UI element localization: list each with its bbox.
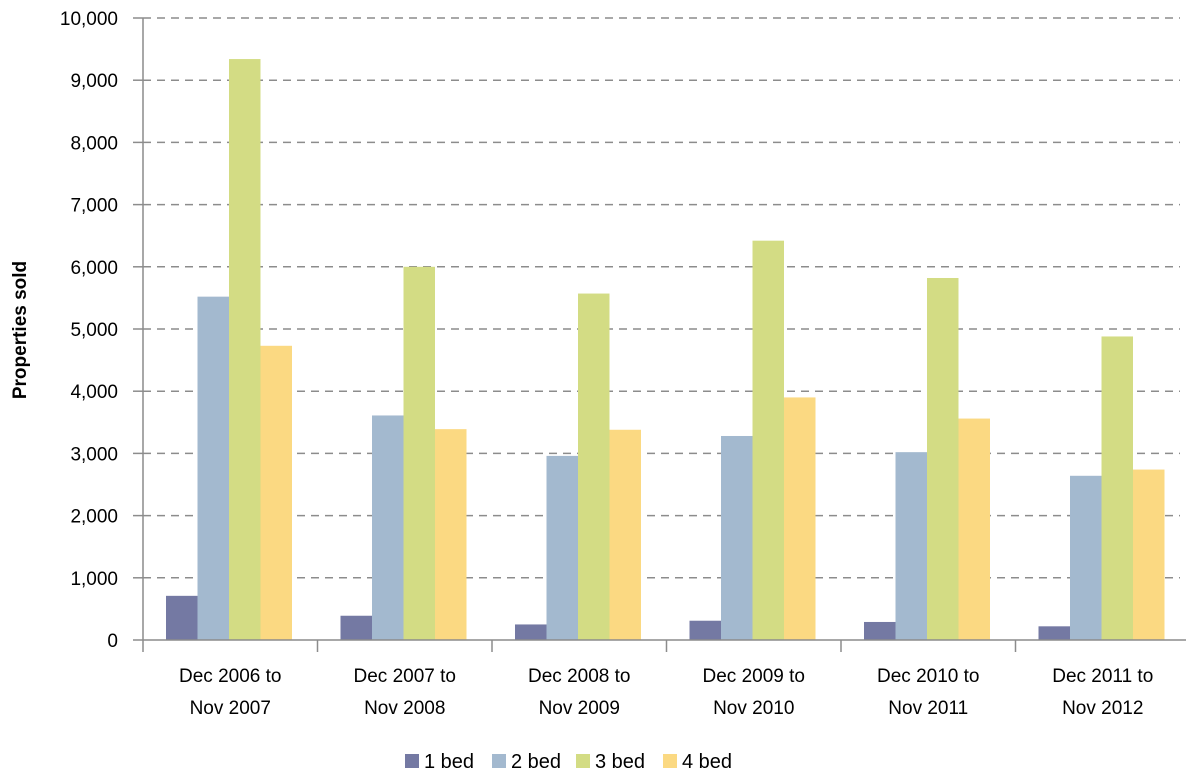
x-category-label: Dec 2008 to xyxy=(528,666,630,687)
y-tick-labels: 0 1,000 2,000 3,000 4,000 5,000 6,000 7,000 8,00… xyxy=(60,9,118,652)
y-tick-label: 2,000 xyxy=(70,507,118,528)
bar-4-bed xyxy=(260,345,292,640)
bar-2-bed xyxy=(197,296,229,640)
x-category-label: Dec 2007 to xyxy=(354,666,456,687)
legend-label: 4 bed xyxy=(682,751,732,773)
bar-2-bed xyxy=(895,452,927,640)
bar-2-bed xyxy=(721,435,753,640)
bar-2-bed xyxy=(1070,475,1102,640)
y-tick-label: 0 xyxy=(107,631,118,652)
y-tick-label: 7,000 xyxy=(70,196,118,217)
y-tick-label: 9,000 xyxy=(70,71,118,92)
axes xyxy=(133,17,1186,652)
bar-3-bed xyxy=(752,240,784,640)
legend-label: 1 bed xyxy=(424,751,474,773)
bar-3-bed xyxy=(403,266,435,640)
bar-3-bed xyxy=(578,293,610,640)
bar-4-bed xyxy=(958,418,990,640)
x-category-label: Nov 2010 xyxy=(713,698,794,719)
legend-swatch xyxy=(663,754,677,768)
y-axis-title: Properties sold xyxy=(10,261,31,399)
y-tick-label: 4,000 xyxy=(70,382,118,403)
bar-1-bed xyxy=(515,624,547,640)
bar-4-bed xyxy=(609,429,641,640)
legend-label: 2 bed xyxy=(511,751,561,773)
legend-label: 3 bed xyxy=(595,751,645,773)
bar-1-bed xyxy=(689,620,721,640)
bar-1-bed xyxy=(864,621,896,640)
legend-swatch xyxy=(576,754,590,768)
bar-1-bed xyxy=(166,595,198,640)
bar-3-bed xyxy=(927,277,959,640)
y-tick-label: 3,000 xyxy=(70,444,118,465)
bar-2-bed xyxy=(372,415,404,640)
y-tick-label: 10,000 xyxy=(60,9,118,30)
legend-swatch xyxy=(492,754,506,768)
bar-3-bed xyxy=(229,59,261,640)
bar-4-bed xyxy=(435,429,467,640)
bars xyxy=(166,59,1165,640)
x-category-label: Nov 2012 xyxy=(1062,698,1143,719)
x-category-label: Dec 2010 to xyxy=(877,666,979,687)
bar-4-bed xyxy=(1133,469,1165,640)
bar-1-bed xyxy=(1038,626,1070,640)
x-category-label: Dec 2009 to xyxy=(703,666,805,687)
bar-3-bed xyxy=(1101,336,1133,640)
y-tick-label: 6,000 xyxy=(70,258,118,279)
y-tick-label: 8,000 xyxy=(70,133,118,154)
x-category-label: Nov 2007 xyxy=(190,698,271,719)
x-category-label: Nov 2009 xyxy=(539,698,620,719)
legend: 1 bed 2 bed 3 bed 4 bed xyxy=(405,751,732,773)
y-tick-label: 1,000 xyxy=(70,569,118,590)
x-category-label: Nov 2011 xyxy=(888,698,968,719)
bar-2-bed xyxy=(546,455,578,640)
legend-swatch xyxy=(405,754,419,768)
x-category-labels: Dec 2006 to Nov 2007 Dec 2007 to Nov 2008 De… xyxy=(179,666,1153,719)
bar-1-bed xyxy=(340,615,372,640)
x-category-label: Nov 2008 xyxy=(364,698,445,719)
gridlines xyxy=(143,17,1180,579)
x-category-label: Dec 2006 to xyxy=(179,666,281,687)
y-tick-label: 5,000 xyxy=(70,320,118,341)
bar-4-bed xyxy=(784,397,816,640)
x-category-label: Dec 2011 to xyxy=(1052,666,1153,687)
